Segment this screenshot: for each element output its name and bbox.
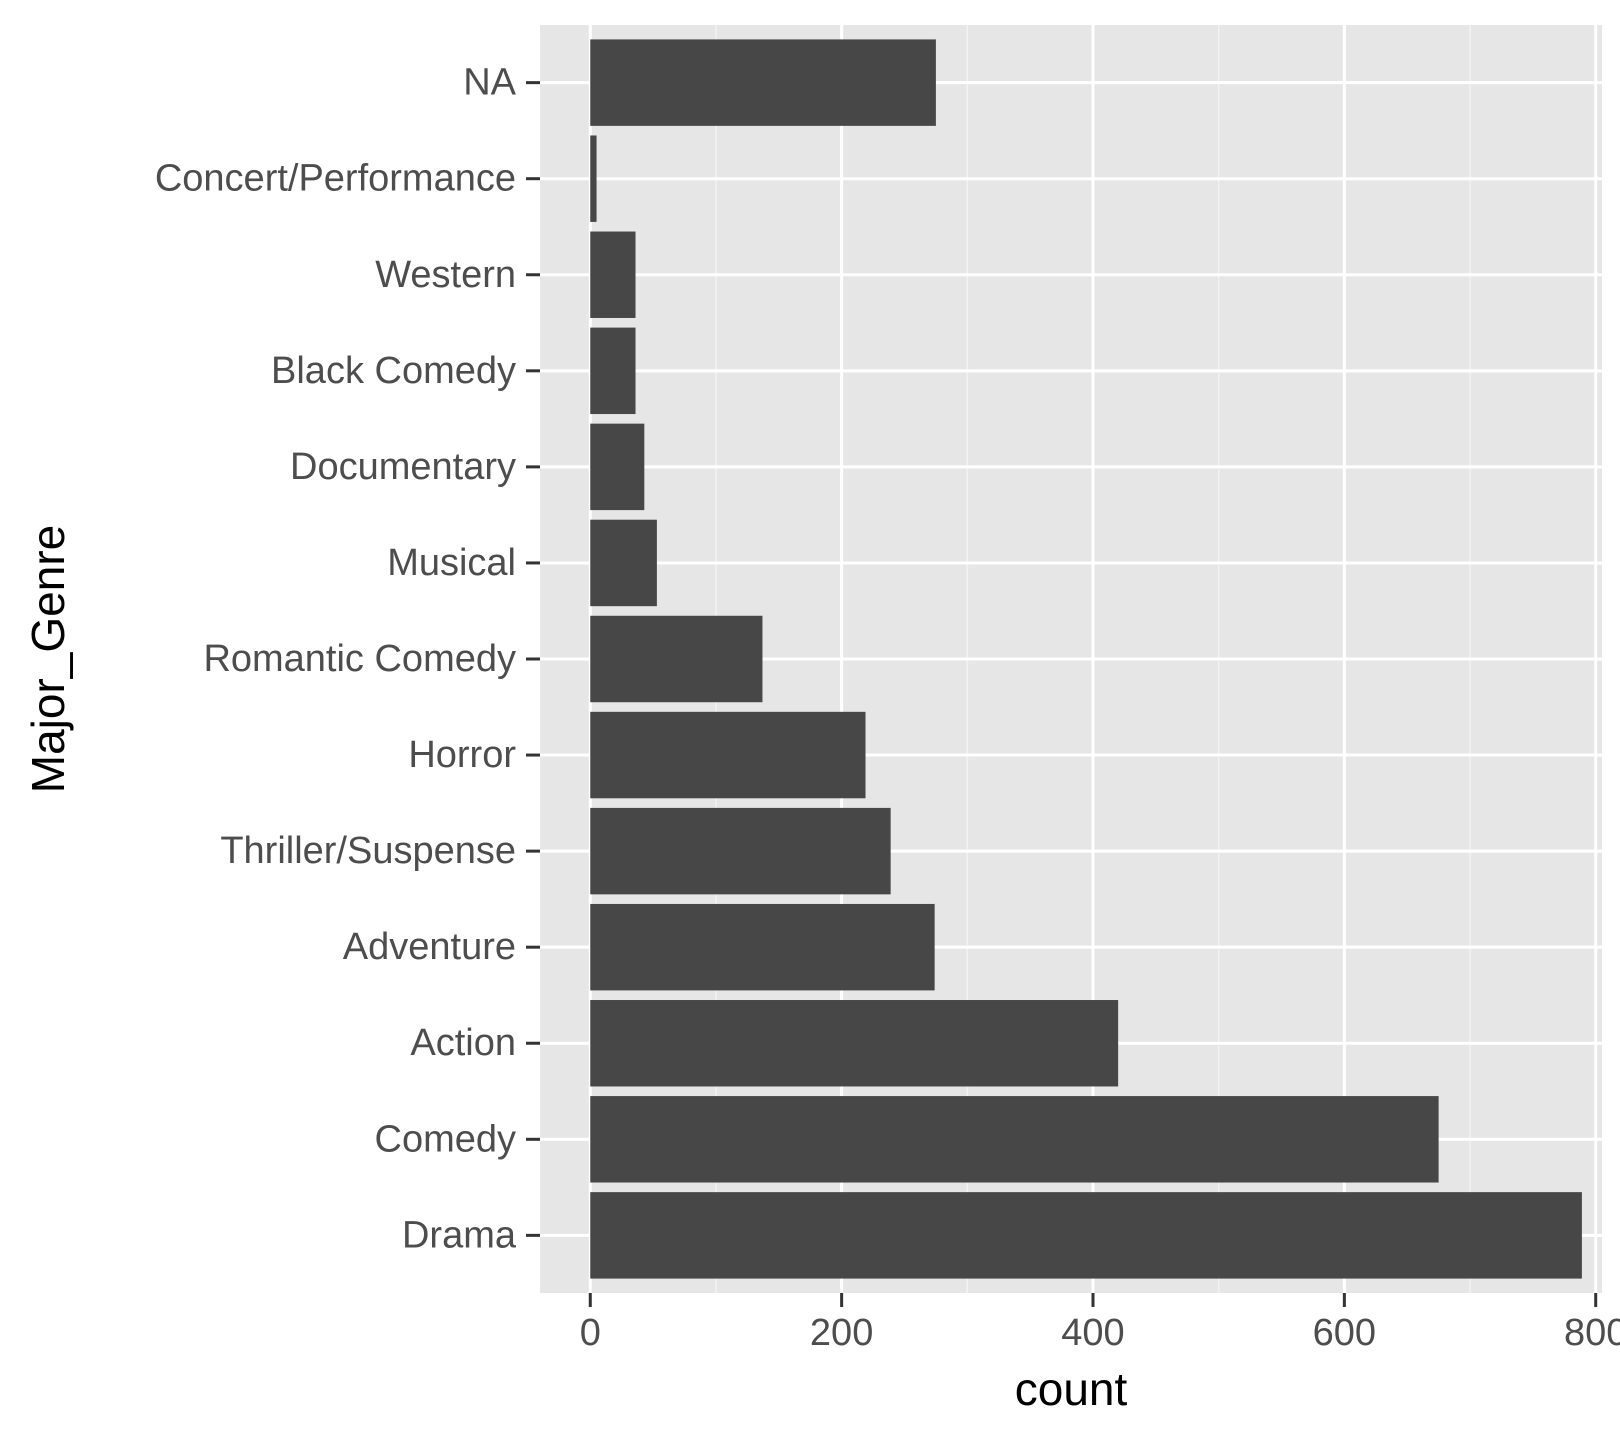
- bar: [590, 519, 657, 607]
- bar: [590, 1096, 1439, 1183]
- y-tick-label: Black Comedy: [271, 350, 516, 392]
- bars: [590, 39, 1582, 1279]
- x-tick-label: 0: [580, 1312, 601, 1354]
- y-axis: Drama Comedy Action Adventure Thriller/Suspe…: [155, 62, 540, 1256]
- bar: [590, 327, 636, 415]
- y-tick-label: Romantic Comedy: [203, 638, 516, 680]
- bar: [590, 1000, 1119, 1087]
- y-tick-label: Thriller/Suspense: [220, 830, 516, 872]
- y-tick-label: Comedy: [375, 1118, 517, 1160]
- x-tick-label: 400: [1061, 1312, 1124, 1354]
- y-tick-label: Concert/Performance: [155, 158, 516, 200]
- y-tick-label: NA: [463, 62, 516, 104]
- bar: [590, 1192, 1582, 1279]
- x-tick-label: 800: [1564, 1312, 1620, 1354]
- x-tick-label: 200: [810, 1312, 873, 1354]
- y-tick-label: Action: [410, 1022, 516, 1064]
- bar: [590, 39, 936, 126]
- bar: [590, 807, 891, 895]
- y-tick-label: Western: [375, 254, 516, 296]
- x-tick-label: 600: [1313, 1312, 1376, 1354]
- x-axis: 0 200 400 600 800: [580, 1293, 1620, 1354]
- y-tick-label: Drama: [402, 1214, 517, 1256]
- y-tick-label: Documentary: [290, 446, 516, 488]
- bar: [590, 903, 935, 991]
- bar: [590, 615, 763, 703]
- bar: [590, 423, 645, 511]
- bar: [590, 231, 636, 318]
- y-tick-label: Adventure: [343, 926, 516, 968]
- x-axis-title: count: [1015, 1363, 1128, 1415]
- bar: [590, 711, 866, 799]
- y-axis-title: Major_Genre: [22, 525, 74, 793]
- bar: [590, 135, 597, 222]
- y-tick-label: Musical: [387, 542, 516, 584]
- y-tick-label: Horror: [408, 734, 516, 776]
